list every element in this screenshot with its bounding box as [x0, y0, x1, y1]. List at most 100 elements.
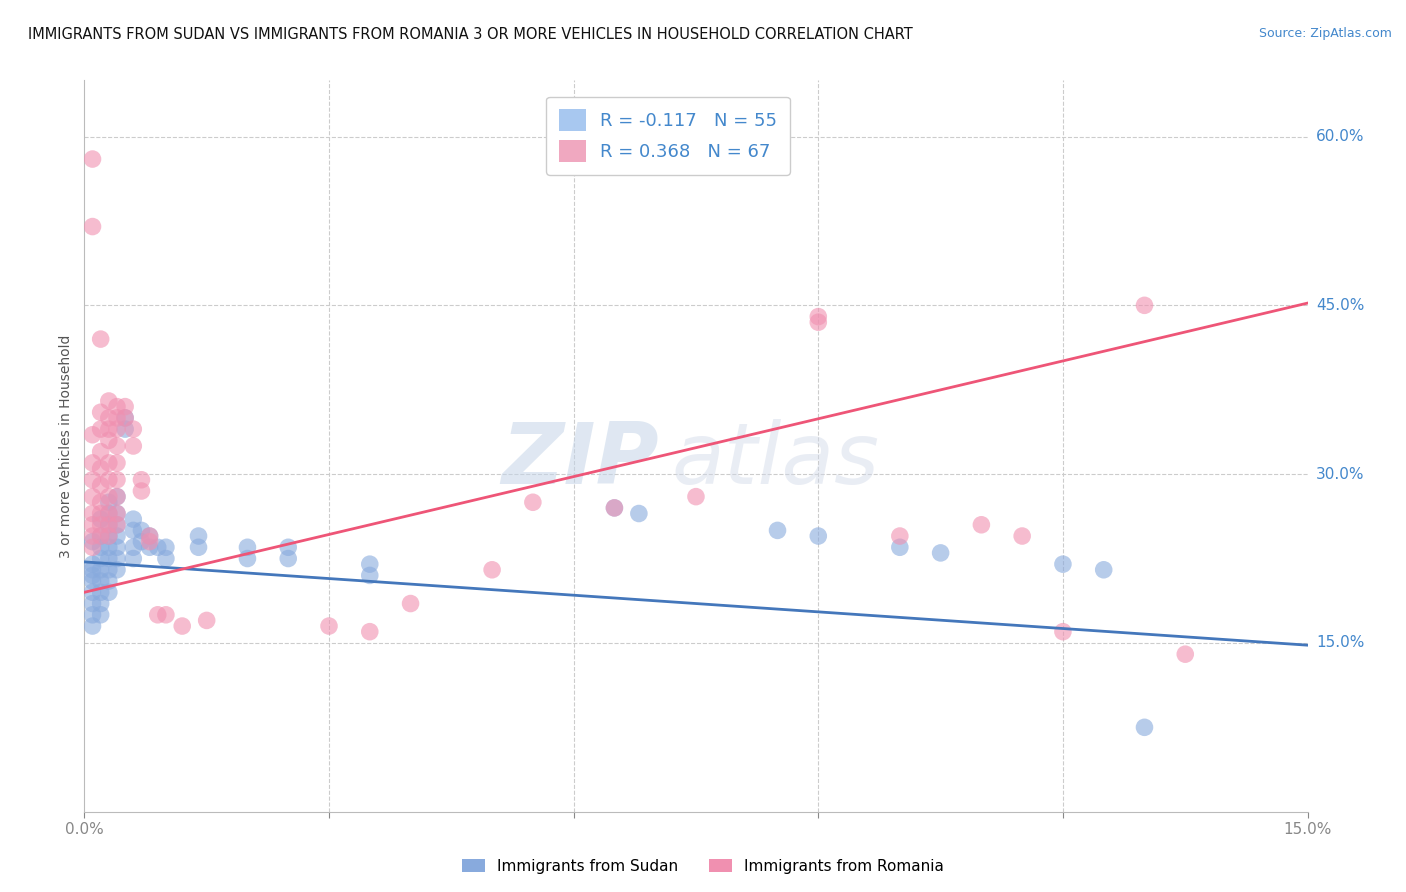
- Point: [82, 534, 104, 549]
- Point: [90, 563, 112, 577]
- Point: [105, 490, 128, 504]
- Point: [97, 434, 120, 448]
- Point: [105, 551, 128, 566]
- Point: [97, 517, 120, 532]
- Point: [807, 310, 830, 324]
- Text: IMMIGRANTS FROM SUDAN VS IMMIGRANTS FROM ROMANIA 3 OR MORE VEHICLES IN HOUSEHOLD: IMMIGRANTS FROM SUDAN VS IMMIGRANTS FROM…: [28, 27, 912, 42]
- Point: [122, 512, 145, 526]
- Point: [146, 541, 169, 555]
- Point: [82, 557, 104, 571]
- Point: [97, 410, 120, 425]
- Point: [90, 517, 112, 532]
- Point: [90, 495, 112, 509]
- Point: [82, 473, 104, 487]
- Point: [122, 551, 145, 566]
- Point: [122, 439, 145, 453]
- Point: [929, 546, 952, 560]
- Point: [1133, 298, 1156, 312]
- Point: [146, 607, 169, 622]
- Point: [1052, 624, 1074, 639]
- Point: [105, 473, 128, 487]
- Point: [90, 512, 112, 526]
- Point: [105, 422, 128, 436]
- Point: [97, 529, 120, 543]
- Point: [105, 439, 128, 453]
- Point: [1092, 563, 1115, 577]
- Point: [105, 410, 128, 425]
- Point: [105, 400, 128, 414]
- Point: [105, 529, 128, 543]
- Point: [82, 529, 104, 543]
- Point: [97, 394, 120, 409]
- Point: [114, 410, 136, 425]
- Point: [90, 597, 112, 611]
- Point: [82, 507, 104, 521]
- Point: [277, 551, 299, 566]
- Point: [627, 507, 650, 521]
- Point: [481, 563, 503, 577]
- Point: [82, 541, 104, 555]
- Text: 15.0%: 15.0%: [1316, 635, 1364, 650]
- Point: [131, 534, 153, 549]
- Point: [97, 456, 120, 470]
- Point: [82, 619, 104, 633]
- Point: [122, 524, 145, 538]
- Point: [90, 585, 112, 599]
- Point: [97, 507, 120, 521]
- Point: [97, 541, 120, 555]
- Point: [90, 551, 112, 566]
- Point: [90, 422, 112, 436]
- Point: [359, 568, 381, 582]
- Point: [970, 517, 993, 532]
- Point: [90, 478, 112, 492]
- Point: [603, 500, 626, 515]
- Point: [807, 529, 830, 543]
- Point: [105, 517, 128, 532]
- Point: [122, 422, 145, 436]
- Text: 60.0%: 60.0%: [1316, 129, 1364, 144]
- Point: [97, 507, 120, 521]
- Point: [105, 517, 128, 532]
- Point: [97, 585, 120, 599]
- Point: [155, 551, 177, 566]
- Point: [155, 541, 177, 555]
- Point: [1133, 720, 1156, 734]
- Point: [90, 529, 112, 543]
- Point: [522, 495, 544, 509]
- Point: [90, 332, 112, 346]
- Point: [131, 483, 153, 498]
- Point: [889, 541, 911, 555]
- Point: [97, 422, 120, 436]
- Text: 30.0%: 30.0%: [1316, 467, 1364, 482]
- Point: [195, 614, 218, 628]
- Point: [187, 529, 209, 543]
- Point: [82, 574, 104, 588]
- Text: Source: ZipAtlas.com: Source: ZipAtlas.com: [1258, 27, 1392, 40]
- Y-axis label: 3 or more Vehicles in Household: 3 or more Vehicles in Household: [59, 334, 73, 558]
- Point: [90, 405, 112, 419]
- Point: [1052, 557, 1074, 571]
- Point: [82, 490, 104, 504]
- Point: [82, 568, 104, 582]
- Point: [97, 473, 120, 487]
- Point: [889, 529, 911, 543]
- Point: [318, 619, 340, 633]
- Point: [97, 529, 120, 543]
- Point: [236, 551, 259, 566]
- Point: [114, 422, 136, 436]
- Point: [82, 597, 104, 611]
- Point: [105, 490, 128, 504]
- Point: [105, 541, 128, 555]
- Point: [236, 541, 259, 555]
- Point: [172, 619, 194, 633]
- Point: [82, 152, 104, 166]
- Point: [105, 507, 128, 521]
- Point: [1174, 647, 1197, 661]
- Text: 45.0%: 45.0%: [1316, 298, 1364, 313]
- Point: [97, 574, 120, 588]
- Point: [138, 529, 160, 543]
- Point: [114, 410, 136, 425]
- Point: [82, 563, 104, 577]
- Point: [138, 534, 160, 549]
- Point: [138, 541, 160, 555]
